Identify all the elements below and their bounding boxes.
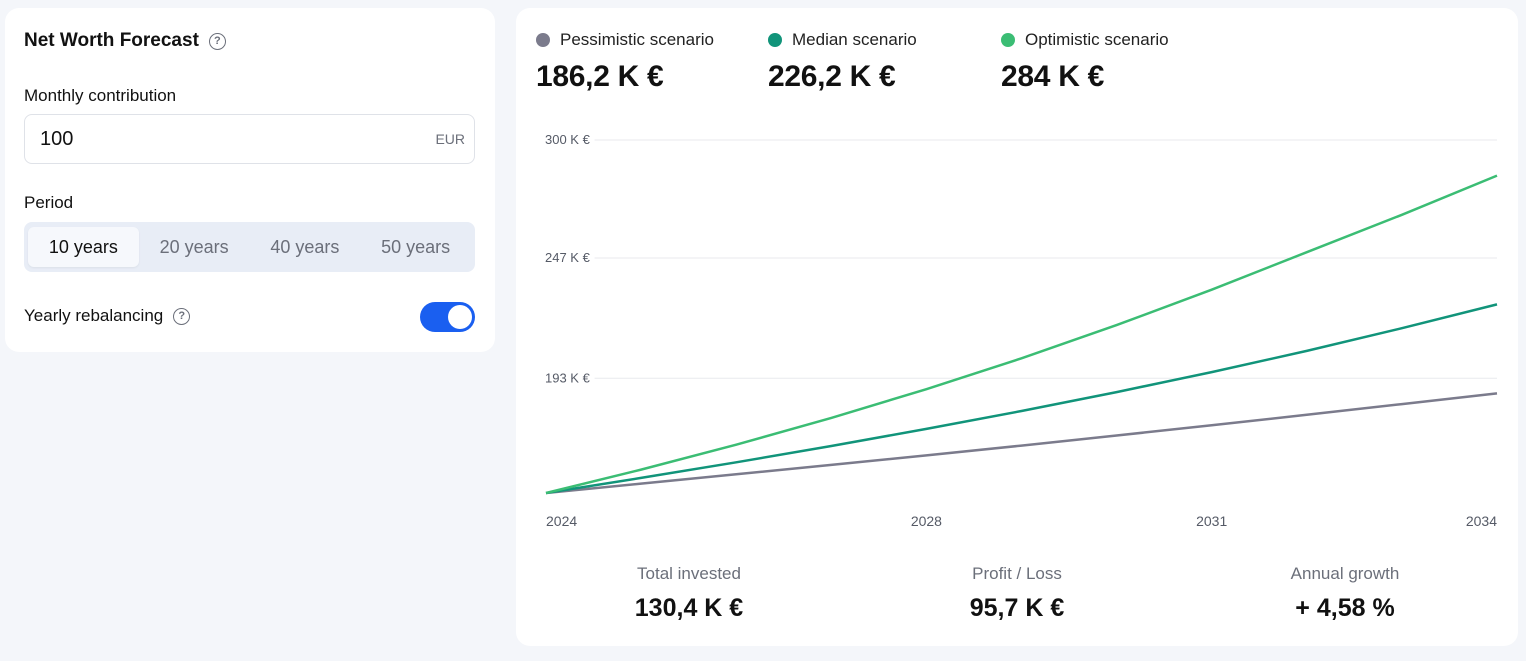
y-tick-label: 247 K €: [545, 250, 591, 265]
rebalancing-help-icon[interactable]: ?: [173, 307, 191, 325]
stat-total-invested: Total invested 130,4 K €: [559, 564, 819, 623]
rebalancing-label: Yearly rebalancing: [24, 306, 164, 325]
y-tick-label-bg: [543, 250, 595, 266]
forecast-line-chart: 300 K € 247 K € 193 K € 2024 2028 2031 2034: [543, 132, 1498, 529]
legend-median: Median scenario 226,2 K €: [768, 30, 917, 94]
contribution-label: Monthly contribution: [24, 86, 177, 105]
x-tick-label: 2028: [911, 513, 942, 529]
legend-label-pessimistic: Pessimistic scenario: [560, 30, 714, 49]
stat-label: Profit / Loss: [972, 564, 1062, 583]
stat-profit-loss: Profit / Loss 95,7 K €: [887, 564, 1147, 623]
period-label: Period: [24, 193, 74, 212]
median-value: 226,2 K €: [768, 60, 896, 93]
optimistic-value: 284 K €: [1001, 60, 1104, 93]
legend-label-median: Median scenario: [792, 30, 917, 49]
legend-pessimistic: Pessimistic scenario 186,2 K €: [536, 30, 714, 94]
y-tick-label-bg: [543, 370, 595, 386]
series-line-optimistic: [545, 174, 1498, 495]
rebalancing-toggle[interactable]: [420, 302, 475, 332]
median-dot: [768, 33, 782, 47]
currency-unit: EUR: [435, 131, 465, 147]
pessimistic-dot: [536, 33, 550, 47]
x-tick-label: 2034: [1466, 513, 1497, 529]
period-option-50-years[interactable]: 50 years: [381, 236, 451, 257]
stat-value: 130,4 K €: [634, 594, 744, 622]
period-option-40-years[interactable]: 40 years: [270, 236, 340, 257]
y-tick-label: 193 K €: [545, 370, 591, 385]
help-icon[interactable]: ?: [208, 32, 226, 50]
stat-value: 95,7 K €: [969, 594, 1065, 622]
series-line-pessimistic: [545, 392, 1498, 495]
toggle-knob: [448, 305, 472, 329]
optimistic-dot: [1001, 33, 1015, 47]
period-option-10-years[interactable]: 10 years: [28, 227, 139, 267]
period-selector: 10 years 20 years 40 years 50 years: [24, 222, 475, 272]
forecast-chart-card: Pessimistic scenario 186,2 K € Median sc…: [516, 8, 1518, 646]
x-tick-label: 2031: [1196, 513, 1227, 529]
contribution-input[interactable]: [25, 115, 425, 163]
legend-label-optimistic: Optimistic scenario: [1025, 30, 1169, 49]
contribution-field[interactable]: EUR: [24, 114, 475, 164]
stat-label: Annual growth: [1290, 564, 1400, 583]
pessimistic-value: 186,2 K €: [536, 60, 664, 93]
stat-label: Total invested: [637, 564, 741, 583]
y-tick-label: 300 K €: [545, 132, 591, 147]
rebalancing-row: Yearly rebalancing ?: [24, 306, 191, 326]
x-tick-label: 2024: [546, 513, 577, 529]
legend-optimistic: Optimistic scenario 284 K €: [1001, 30, 1169, 94]
period-option-20-years[interactable]: 20 years: [159, 236, 229, 257]
series-line-median: [545, 303, 1498, 495]
stat-annual-growth: Annual growth + 4,58 %: [1215, 564, 1475, 623]
y-tick-label-bg: [543, 132, 595, 147]
stat-value: + 4,58 %: [1295, 594, 1395, 622]
forecast-settings-card: Net Worth Forecast ? Monthly contributio…: [5, 8, 495, 352]
page-title: Net Worth Forecast: [24, 30, 199, 51]
title-row: Net Worth Forecast ?: [24, 30, 226, 52]
